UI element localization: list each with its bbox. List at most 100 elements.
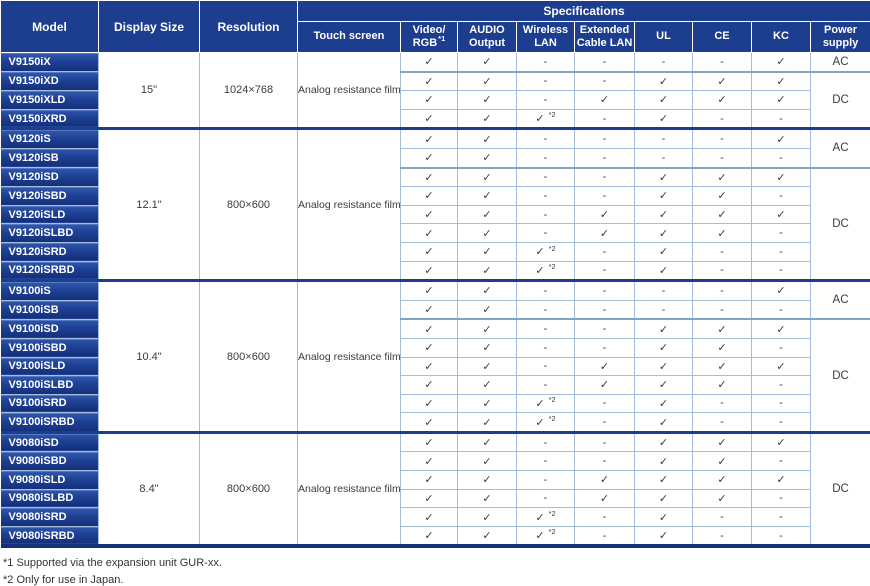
- spec-cell-audio-output: ✓: [457, 51, 517, 73]
- model-cell: V9080iSLBD: [0, 488, 99, 509]
- spec-cell-wireless-lan: -: [516, 337, 575, 358]
- model-cell: V9100iSRD: [0, 393, 99, 414]
- spec-cell-extended-cable-lan: -: [574, 412, 635, 433]
- spec-cell-kc: -: [751, 393, 811, 414]
- model-cell: V9120iSB: [0, 147, 99, 169]
- spec-cell-kc: ✓: [751, 90, 811, 110]
- spec-cell-extended-cable-lan: -: [574, 279, 635, 301]
- spec-cell-wireless-lan: -: [516, 147, 575, 169]
- spec-cell-audio-output: ✓: [457, 356, 517, 377]
- spec-cell-wireless-lan: ✓ *2: [516, 525, 575, 547]
- spec-cell-ce: ✓: [692, 430, 752, 453]
- table-row: V9080iSLBD ✓ ✓ - ✓ ✓ ✓ -: [0, 488, 870, 509]
- spec-cell-ul: ✓: [634, 108, 693, 130]
- power-supply-cell: DC: [809, 318, 870, 433]
- col-header-video-rgb: Video/ RGB*1: [400, 21, 458, 53]
- spec-cell-ul: -: [634, 51, 693, 73]
- spec-cell-wireless-lan: -: [516, 488, 575, 509]
- spec-cell-video-rgb: ✓: [400, 147, 458, 169]
- spec-cell-extended-cable-lan: -: [574, 337, 635, 358]
- spec-cell-audio-output: ✓: [457, 70, 517, 92]
- spec-cell-audio-output: ✓: [457, 127, 517, 149]
- power-supply-cell: DC: [809, 430, 870, 547]
- spec-cell-video-rgb: ✓: [400, 375, 458, 395]
- model-cell: V9150iXD: [0, 71, 99, 92]
- spec-cell-audio-output: ✓: [457, 108, 517, 130]
- spec-cell-wireless-lan: -: [516, 51, 575, 73]
- spec-cell-video-rgb: ✓: [400, 412, 458, 433]
- display-size-cell: 15": [98, 51, 200, 130]
- spec-cell-ul: ✓: [634, 488, 693, 509]
- spec-cell-ce: ✓: [692, 186, 752, 206]
- spec-cell-ul: ✓: [634, 470, 693, 490]
- table-row: V9120iS 12.1" 800×600 Analog resistance fil…: [0, 127, 870, 282]
- model-cell: V9100iSLD: [0, 356, 99, 377]
- spec-cell-wireless-lan: -: [516, 127, 575, 149]
- spec-cell-wireless-lan: -: [516, 166, 575, 188]
- spec-cell-ce: ✓: [692, 337, 752, 358]
- model-cell: V9080iSLD: [0, 470, 99, 490]
- col-header-ul: UL: [634, 21, 693, 53]
- spec-cell-ce: ✓: [692, 375, 752, 395]
- spec-cell-wireless-lan: -: [516, 375, 575, 395]
- model-cell: V9100iS: [0, 279, 99, 301]
- spec-cell-audio-output: ✓: [457, 470, 517, 490]
- footnote2-marker: *2: [548, 508, 556, 518]
- spec-cell-ce: ✓: [692, 90, 752, 110]
- spec-cell-extended-cable-lan: -: [574, 260, 635, 282]
- col-header-display-size: Display Size: [98, 0, 200, 53]
- spec-cell-video-rgb: ✓: [400, 260, 458, 282]
- spec-cell-video-rgb: ✓: [400, 488, 458, 509]
- spec-cell-kc: -: [751, 507, 811, 527]
- spec-cell-wireless-lan: ✓ *2: [516, 393, 575, 414]
- spec-cell-video-rgb: ✓: [400, 241, 458, 262]
- spec-cell-ce: -: [692, 108, 752, 130]
- spec-cell-kc: -: [751, 299, 811, 320]
- spec-cell-audio-output: ✓: [457, 279, 517, 301]
- spec-cell-kc: -: [751, 186, 811, 206]
- resolution-cell: 800×600: [199, 430, 298, 547]
- col-header-audio-output: AUDIO Output: [457, 21, 517, 53]
- model-cell: V9080iSRBD: [0, 525, 99, 547]
- spec-cell-kc: -: [751, 241, 811, 262]
- spec-cell-ce: ✓: [692, 70, 752, 92]
- spec-cell-ul: ✓: [634, 70, 693, 92]
- spec-cell-audio-output: ✓: [457, 525, 517, 547]
- spec-cell-kc: ✓: [751, 204, 811, 225]
- spec-cell-ul: ✓: [634, 241, 693, 262]
- model-cell: V9150iX: [0, 51, 99, 73]
- spec-cell-ul: ✓: [634, 375, 693, 395]
- spec-cell-ul: ✓: [634, 356, 693, 377]
- spec-cell-kc: ✓: [751, 470, 811, 490]
- spec-cell-extended-cable-lan: ✓: [574, 375, 635, 395]
- spec-cell-audio-output: ✓: [457, 451, 517, 472]
- spec-cell-kc: -: [751, 108, 811, 130]
- table-row: V9150iXD ✓ ✓ - - ✓ ✓ ✓ DC: [0, 70, 870, 130]
- spec-cell-kc: ✓: [751, 430, 811, 453]
- spec-cell-kc: ✓: [751, 51, 811, 73]
- spec-cell-audio-output: ✓: [457, 318, 517, 339]
- spec-cell-ul: ✓: [634, 186, 693, 206]
- spec-cell-ul: ✓: [634, 430, 693, 453]
- spec-cell-extended-cable-lan: ✓: [574, 470, 635, 490]
- spec-cell-extended-cable-lan: -: [574, 241, 635, 262]
- spec-cell-extended-cable-lan: ✓: [574, 204, 635, 225]
- model-cell: V9120iSD: [0, 167, 99, 188]
- table-row: V9100iSRBD ✓ ✓ ✓ *2- ✓ - -: [0, 412, 870, 433]
- spec-cell-ul: -: [634, 127, 693, 149]
- spec-cell-video-rgb: ✓: [400, 127, 458, 149]
- spec-cell-kc: ✓: [751, 70, 811, 92]
- model-cell: V9150iXLD: [0, 90, 99, 110]
- spec-cell-wireless-lan: ✓ *2: [516, 241, 575, 262]
- model-cell: V9120iSRD: [0, 241, 99, 262]
- col-header-specifications: Specifications: [296, 0, 870, 22]
- spec-cell-ce: -: [692, 51, 752, 73]
- spec-cell-video-rgb: ✓: [400, 507, 458, 527]
- spec-cell-ce: -: [692, 241, 752, 262]
- spec-cell-kc: ✓: [751, 166, 811, 188]
- footnote-1: *1 Supported via the expansion unit GUR-…: [3, 557, 222, 570]
- table-row: V9120iSLD ✓ ✓ - ✓ ✓ ✓ ✓: [0, 204, 870, 225]
- spec-cell-extended-cable-lan: -: [574, 451, 635, 472]
- spec-cell-video-rgb: ✓: [400, 393, 458, 414]
- col-header-power-supply: Power supply: [809, 21, 870, 53]
